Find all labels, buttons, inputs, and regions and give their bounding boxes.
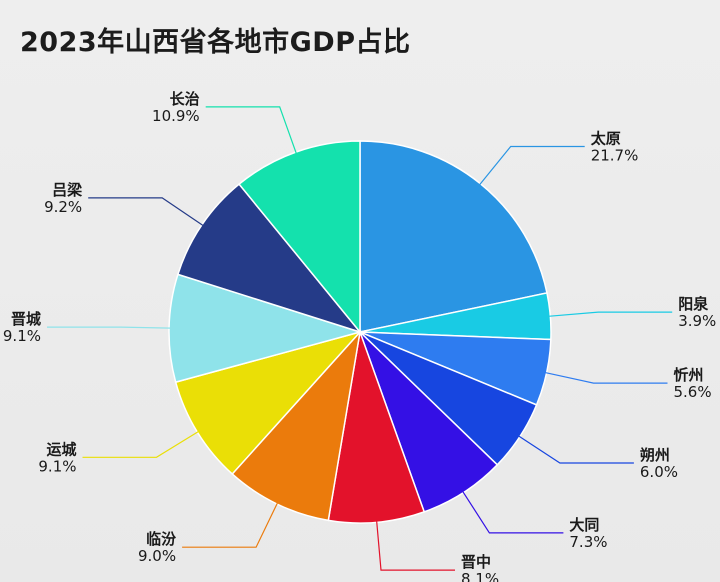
leader-line-3 xyxy=(544,371,668,384)
slice-labels: 太原21.7%阳泉3.9%忻州5.6%朔州6.0%大同7.3%晋中8.1%临汾9… xyxy=(3,90,716,582)
leader-line-1 xyxy=(478,145,585,186)
chart-title: 2023年山西省各地市GDP占比 xyxy=(20,27,411,58)
slice-label-value-1: 21.7% xyxy=(591,147,639,165)
pie-slices xyxy=(168,140,552,524)
slice-label-name-2: 阳泉 xyxy=(678,295,709,313)
slice-label-value-9: 9.1% xyxy=(3,327,41,345)
slice-label-value-10: 9.2% xyxy=(44,198,82,216)
slice-label-name-6: 晋中 xyxy=(461,553,491,571)
slice-label-name-11: 长治 xyxy=(170,90,200,108)
leader-line-8 xyxy=(82,430,200,458)
leader-lines xyxy=(47,106,673,571)
slice-label-value-6: 8.1% xyxy=(461,570,499,582)
slice-label-name-7: 临汾 xyxy=(146,530,176,548)
slice-label-value-7: 9.0% xyxy=(138,547,176,565)
leader-line-9 xyxy=(47,326,172,329)
leader-line-11 xyxy=(205,106,298,155)
slice-label-value-8: 9.1% xyxy=(38,457,76,475)
leader-line-4 xyxy=(517,435,634,464)
slice-label-name-8: 运城 xyxy=(46,440,76,458)
slice-label-value-3: 5.6% xyxy=(674,383,712,401)
slice-label-value-4: 6.0% xyxy=(640,463,678,481)
slice-label-name-9: 晋城 xyxy=(11,310,41,328)
slice-label-value-5: 7.3% xyxy=(569,533,607,551)
slice-label-value-2: 3.9% xyxy=(678,312,716,330)
slice-label-name-4: 朔州 xyxy=(640,446,670,464)
leader-line-5 xyxy=(461,490,564,534)
leader-line-7 xyxy=(182,501,279,548)
leader-line-6 xyxy=(376,520,455,571)
slice-label-value-11: 10.9% xyxy=(152,107,200,125)
slice-label-name-5: 大同 xyxy=(569,516,599,534)
leader-line-2 xyxy=(548,311,673,317)
slice-label-name-3: 忻州 xyxy=(674,366,704,384)
slice-label-name-1: 太原 xyxy=(591,130,621,148)
leader-line-10 xyxy=(88,197,204,227)
slice-label-name-10: 吕梁 xyxy=(52,181,83,199)
